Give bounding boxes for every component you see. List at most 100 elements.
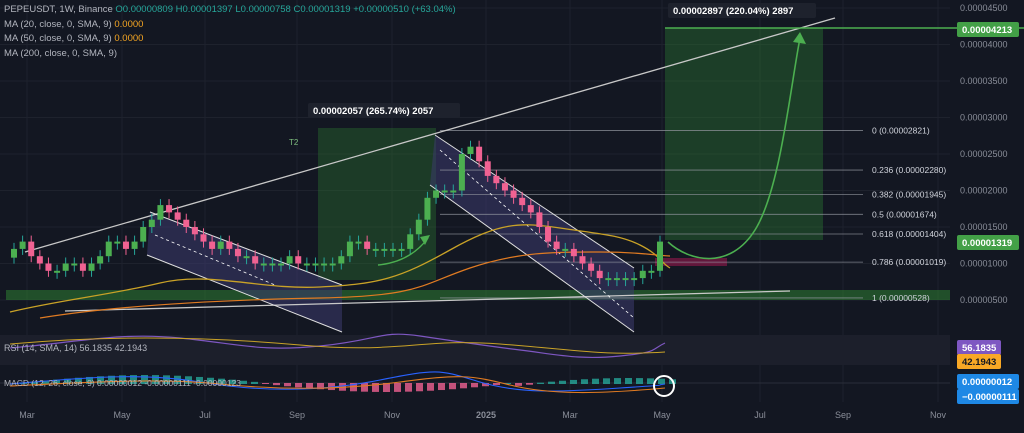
macd-histogram-bar (361, 383, 368, 392)
macd-histogram-bar (614, 378, 621, 384)
candle-body (510, 190, 517, 198)
candle-body (381, 248, 388, 251)
target-price-tag: 0.00004213 (962, 25, 1012, 36)
macd-cross-highlight (653, 375, 675, 397)
candle-body (484, 161, 491, 176)
candles (11, 140, 663, 287)
fibonacci-retracement (440, 130, 863, 299)
macd-histogram-bar (86, 376, 93, 384)
legend-row-ma50[interactable]: MA (50, close, 0, SMA, 9) 0.0000 (4, 32, 456, 47)
ma200-line (39, 251, 671, 319)
macd-signal-line (9, 376, 666, 394)
candle-body (260, 263, 267, 266)
macd-histogram-bar (196, 376, 203, 384)
legend-row-ma200[interactable]: MA (200, close, 0, SMA, 9) (4, 47, 456, 62)
macd-histogram-bar (229, 379, 236, 384)
candle-body (286, 256, 293, 264)
macd-histogram-bar (515, 383, 522, 386)
macd-histogram-bar (383, 383, 390, 392)
candle-body (501, 183, 508, 191)
candle-body (148, 219, 155, 227)
y-tick-label: 0.00002000 (960, 186, 1008, 196)
channel-1-bottom (146, 254, 343, 333)
candle-body (639, 270, 646, 279)
candle-body (191, 227, 198, 235)
candle-body (88, 263, 95, 271)
candle-body (217, 241, 224, 249)
target-zone (665, 28, 823, 240)
target-price-tag-bg (957, 22, 1019, 37)
candle-body (450, 190, 457, 193)
x-tick-label: May (113, 410, 131, 420)
macd-histogram-bar (97, 376, 104, 384)
macd-histogram-bar (427, 383, 434, 391)
legend-row-ma20[interactable]: MA (20, close, 0, SMA, 9) 0.0000 (4, 18, 456, 33)
channel-2 (430, 135, 634, 332)
macd-histogram-bar (449, 383, 456, 390)
candle-body (71, 263, 78, 266)
macd-histogram-bar (42, 380, 49, 384)
candle-body (562, 248, 569, 251)
candle-body (226, 241, 233, 249)
candle-body (519, 197, 526, 206)
macd-histogram-bar (438, 383, 445, 391)
macd-histogram-bar (163, 375, 170, 384)
rsi-pane-label: RSI (14, SMA, 14) 56.1835 42.1943 (4, 343, 147, 353)
macd-line (9, 371, 666, 392)
close-value: C0.00001319 (293, 4, 351, 15)
channel-2-mid (439, 149, 635, 319)
candle-body (596, 270, 603, 279)
macd-histogram-bar (273, 383, 280, 386)
macd-signal-tag: −0.00000111 (962, 392, 1017, 403)
candle-body (97, 256, 104, 264)
macd-histogram-bar (152, 375, 159, 384)
macd-histogram-bar (405, 383, 412, 392)
candle-body (467, 146, 474, 154)
y-tick-label: 0.00004000 (960, 40, 1008, 50)
macd-histogram-bar (658, 378, 665, 384)
candle-body (303, 263, 310, 266)
change-value: +0.00000510 (+63.04%) (353, 4, 456, 15)
target-move-label: 0.00002897 (220.04%) 2897 (673, 6, 793, 17)
support-band (6, 290, 950, 300)
macd-histogram-bar (625, 378, 632, 384)
prev-move-zone (318, 128, 436, 280)
candle-body (553, 241, 560, 249)
candle-body (174, 212, 181, 220)
lower-trend-line (64, 290, 791, 312)
macd-histogram-bar (548, 381, 555, 384)
ma20-label: MA (20, close, 0, SMA, 9) (4, 18, 112, 30)
y-tick-label: 0.00003500 (960, 76, 1008, 86)
macd-histogram-bar (394, 383, 401, 392)
candle-body (278, 263, 285, 266)
candle-body (458, 154, 465, 191)
candle-body (79, 263, 86, 271)
annotation-labels: 0 (0.00002821) 0.236 (0.00002280) 0.382 (0… (289, 3, 1019, 404)
macd-histogram-bar (53, 379, 60, 384)
projection-arrow-2 (667, 37, 801, 260)
candle-body (545, 227, 552, 242)
x-tick-label: Nov (384, 410, 401, 420)
candle-body (622, 278, 629, 281)
fib-level-label: 0.786 (0.00001019) (872, 257, 946, 267)
y-tick-label: 0.00002500 (960, 149, 1008, 159)
macd-histogram-bar (471, 383, 478, 388)
candle-body (234, 248, 241, 257)
y-tick-label: 0.00003000 (960, 113, 1008, 123)
y-tick-label: 0.00004500 (960, 3, 1008, 13)
low-value: L0.00000758 (235, 4, 291, 15)
candle-body (28, 241, 35, 257)
macd-histogram-bar (20, 383, 27, 384)
macd-histogram-bar (636, 378, 643, 384)
macd-histogram-bar (482, 383, 489, 387)
macd-histogram-bar (559, 380, 566, 384)
channel-1-mid (154, 234, 276, 286)
candle-body (657, 241, 663, 271)
macd-histogram-bar (251, 381, 258, 384)
macd-histogram-bar (592, 378, 599, 384)
macd-histogram-bar (207, 377, 214, 384)
candle-body (631, 278, 638, 281)
candle-body (476, 146, 483, 162)
